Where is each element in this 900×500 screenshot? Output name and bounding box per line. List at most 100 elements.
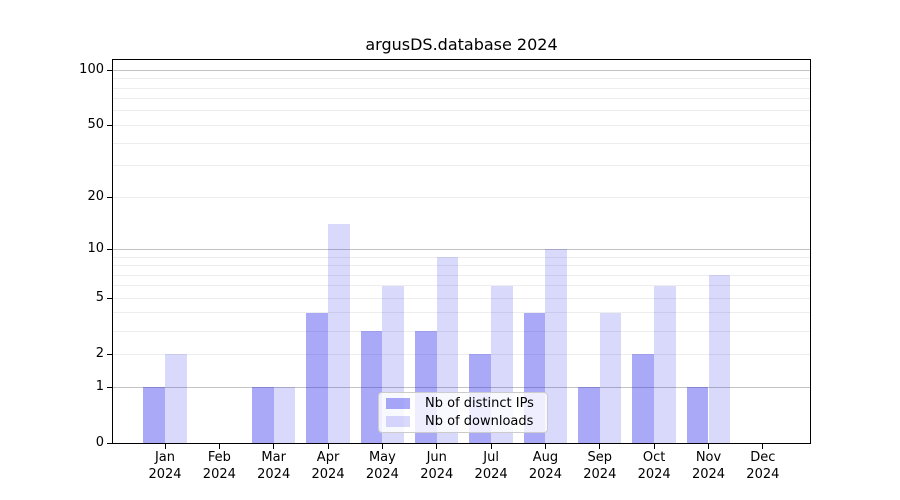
y-tick — [107, 442, 112, 444]
x-tick — [436, 444, 438, 449]
minor-gridline — [113, 142, 810, 144]
x-tick-year: 2024 — [311, 467, 345, 482]
legend-swatch-downloads — [386, 415, 410, 427]
minor-gridline — [113, 78, 810, 80]
x-tick — [653, 444, 655, 449]
x-tick-month: Sep — [587, 450, 613, 465]
x-tick-month: Nov — [695, 450, 722, 465]
plot-area: Nb of distinct IPs Nb of downloads — [112, 59, 811, 444]
bar-distinct-ips-nov — [686, 387, 709, 443]
x-tick-month: Oct — [642, 450, 666, 465]
x-tick — [708, 444, 709, 449]
x-tick-year: 2024 — [637, 467, 671, 482]
x-tick-month: Jun — [426, 450, 447, 465]
bar-downloads-aug — [545, 249, 568, 443]
major-gridline — [113, 69, 810, 71]
x-tick-label: Aug 2024 — [510, 449, 580, 483]
x-tick-month: Dec — [750, 450, 776, 465]
x-tick-label: Jul 2024 — [456, 449, 526, 483]
y-tick-label: 1 — [95, 379, 104, 394]
x-tick-year: 2024 — [474, 467, 508, 482]
y-tick — [107, 196, 112, 198]
legend-label-distinct-ips: Nb of distinct IPs — [425, 396, 534, 412]
x-tick-year: 2024 — [257, 467, 291, 482]
y-tick-label: 10 — [87, 241, 104, 257]
bar-downloads-mar — [273, 387, 296, 443]
major-gridline — [113, 248, 810, 250]
legend-swatch-distinct-ips — [386, 398, 410, 410]
y-tick — [107, 124, 112, 126]
bar-distinct-ips-sep — [578, 387, 600, 443]
x-tick — [762, 444, 764, 449]
y-tick-label: 2 — [95, 346, 104, 362]
x-tick-label: Sep 2024 — [565, 449, 635, 483]
x-tick-month: Jul — [483, 450, 499, 465]
bar-downloads-oct — [654, 285, 676, 443]
minor-gridline — [113, 196, 810, 198]
x-tick — [218, 444, 220, 449]
minor-gridline — [113, 87, 810, 89]
minor-gridline — [113, 312, 810, 314]
x-tick — [273, 444, 275, 449]
x-tick-year: 2024 — [420, 467, 454, 482]
bar-downloads-sep — [599, 312, 622, 443]
y-tick — [107, 248, 112, 250]
y-tick-label: 50 — [87, 117, 104, 133]
minor-gridline — [113, 165, 810, 167]
y-tick — [107, 353, 112, 355]
x-tick-month: Feb — [207, 450, 231, 465]
x-tick-month: May — [368, 450, 396, 465]
x-tick-label: Oct 2024 — [619, 449, 689, 483]
minor-gridline — [113, 297, 810, 299]
bar-downloads-nov — [708, 275, 731, 443]
x-tick-label: Jun 2024 — [402, 449, 472, 483]
x-tick-label: Apr 2024 — [293, 449, 363, 483]
bar-downloads-apr — [328, 224, 350, 443]
x-tick-label: Jan 2024 — [130, 449, 200, 483]
x-tick-year: 2024 — [148, 467, 182, 482]
x-tick-label: Nov 2024 — [674, 449, 744, 483]
legend-item-downloads: Nb of downloads — [379, 413, 547, 430]
x-tick-year: 2024 — [202, 467, 236, 482]
x-tick-label: May 2024 — [347, 449, 417, 483]
y-tick — [107, 386, 112, 388]
x-tick — [544, 444, 546, 449]
x-tick-label: Mar 2024 — [239, 449, 309, 483]
x-tick — [327, 444, 329, 449]
minor-gridline — [113, 256, 810, 258]
y-tick — [107, 69, 112, 71]
minor-gridline — [113, 98, 810, 100]
x-tick-month: Aug — [532, 450, 559, 465]
y-tick-label: 5 — [95, 290, 104, 306]
y-tick-label: 100 — [79, 62, 104, 78]
x-tick — [164, 444, 166, 449]
minor-gridline — [113, 274, 810, 276]
x-tick-year: 2024 — [691, 467, 726, 482]
legend-item-distinct-ips: Nb of distinct IPs — [379, 395, 547, 412]
minor-gridline — [113, 285, 810, 287]
y-tick — [107, 297, 112, 299]
x-tick — [490, 444, 492, 449]
y-tick-label: 20 — [87, 189, 104, 205]
minor-gridline — [113, 110, 810, 112]
legend-label-downloads: Nb of downloads — [425, 413, 534, 429]
gridlines-layer — [113, 60, 810, 443]
minor-gridline — [113, 265, 810, 266]
x-tick-year: 2024 — [583, 467, 617, 482]
bar-distinct-ips-oct — [632, 354, 655, 443]
legend: Nb of distinct IPs Nb of downloads — [378, 392, 548, 433]
x-tick-label: Feb 2024 — [184, 449, 254, 483]
bar-distinct-ips-jan — [143, 387, 165, 443]
x-tick-month: Apr — [316, 450, 340, 465]
x-tick-month: Mar — [261, 450, 286, 465]
bar-distinct-ips-mar — [252, 387, 274, 443]
x-tick-label: Dec 2024 — [728, 449, 798, 483]
bar-distinct-ips-apr — [306, 312, 329, 443]
chart-title: argusDS.database 2024 — [365, 35, 558, 54]
major-gridline — [113, 386, 810, 388]
bar-distinct-ips-may — [360, 331, 383, 443]
y-tick-label: 0 — [95, 435, 104, 450]
x-tick — [599, 444, 601, 449]
